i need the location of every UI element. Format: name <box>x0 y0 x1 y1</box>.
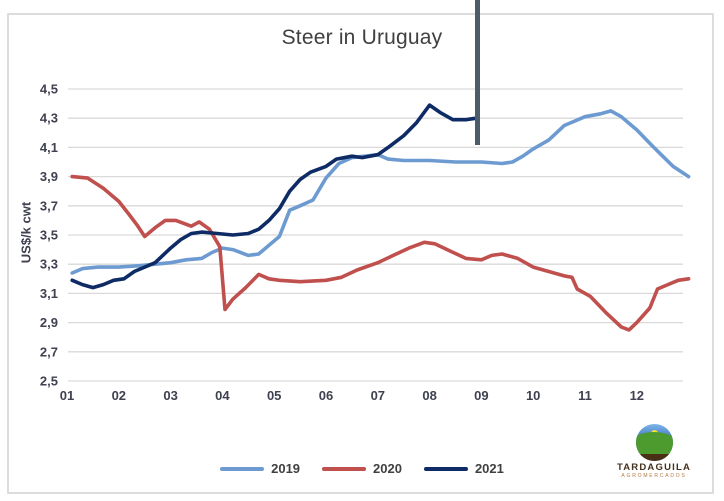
annotation-vertical-line <box>475 0 481 145</box>
logo-name: TARDAGUILA <box>616 462 692 473</box>
legend-label: 2021 <box>474 461 504 476</box>
logo-base-icon <box>635 454 673 461</box>
x-tick-label: 10 <box>526 388 540 403</box>
legend-label: 2019 <box>271 461 301 476</box>
legend-label: 2020 <box>373 461 402 476</box>
logo-hill-icon <box>635 432 673 458</box>
chart-legend: 2019 2020 2021 <box>0 461 724 476</box>
legend-swatch-icon <box>220 466 265 471</box>
x-tick-label: 06 <box>319 388 333 403</box>
y-tick-label: 4,5 <box>40 82 58 97</box>
x-tick-label: 02 <box>112 388 126 403</box>
y-tick-label: 3,5 <box>40 228 58 243</box>
x-tick-label: 05 <box>267 388 281 403</box>
logo-subtitle: AGROMERCADOS <box>621 473 687 479</box>
x-tick-label: 12 <box>630 388 644 403</box>
series-line-2019 <box>70 109 691 275</box>
legend-swatch-icon <box>423 466 468 471</box>
y-tick-label: 2,9 <box>40 315 58 330</box>
y-tick-label: 4,3 <box>40 111 58 126</box>
x-tick-label: 04 <box>215 388 230 403</box>
y-tick-label: 3,9 <box>40 169 58 184</box>
x-tick-label: 07 <box>371 388 385 403</box>
y-tick-label: 3,7 <box>40 198 58 213</box>
legend-swatch-icon <box>322 466 367 471</box>
y-tick-label: 2,7 <box>40 344 58 359</box>
logo-globe-icon <box>635 424 673 461</box>
y-tick-label: 3,3 <box>40 257 58 272</box>
y-tick-label: 2,5 <box>40 374 58 389</box>
series-line-2020 <box>70 174 691 332</box>
chart-title: Steer in Uruguay <box>281 26 443 49</box>
chart-frame <box>7 13 714 494</box>
x-tick-label: 03 <box>163 388 177 403</box>
x-tick-label: 11 <box>578 388 592 403</box>
y-tick-label: 3,1 <box>40 286 58 301</box>
series-line-2021 <box>70 103 479 290</box>
x-tick-label: 01 <box>60 388 74 403</box>
legend-item-2019: 2019 <box>220 461 300 476</box>
x-tick-label: 08 <box>422 388 436 403</box>
company-logo: TARDAGUILA AGROMERCADOS <box>612 424 696 479</box>
x-tick-label: 09 <box>474 388 488 403</box>
legend-item-2021: 2021 <box>423 461 504 476</box>
legend-item-2020: 2020 <box>322 461 402 476</box>
y-tick-label: 4,1 <box>40 140 58 155</box>
